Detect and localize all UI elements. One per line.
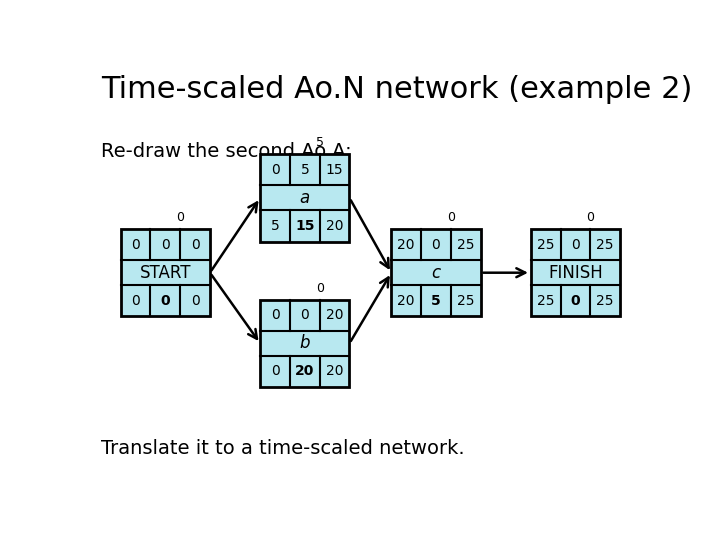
Bar [260,154,349,241]
Text: 25: 25 [457,294,474,308]
Text: 25: 25 [537,294,554,308]
Text: 0: 0 [586,211,594,224]
Text: 0: 0 [271,364,279,379]
Text: 0: 0 [271,163,279,177]
Text: 0: 0 [431,238,441,252]
Text: b: b [300,334,310,353]
Text: 0: 0 [131,294,140,308]
Text: c: c [431,264,441,282]
Text: 0: 0 [447,211,455,224]
Text: 0: 0 [571,238,580,252]
Text: Translate it to a time-scaled network.: Translate it to a time-scaled network. [101,438,465,458]
Text: Re-draw the second Ao.A:: Re-draw the second Ao.A: [101,141,352,161]
Text: 0: 0 [191,238,199,252]
Text: 5: 5 [271,219,279,233]
Text: 20: 20 [326,364,343,379]
Bar [121,229,210,316]
Text: 0: 0 [191,294,199,308]
Text: 20: 20 [397,294,415,308]
Text: 20: 20 [397,238,415,252]
Text: a: a [300,189,310,207]
Text: 0: 0 [161,294,170,308]
Bar [392,229,481,316]
Bar [260,300,349,387]
Text: 0: 0 [176,211,184,224]
Text: 25: 25 [457,238,474,252]
Text: 25: 25 [596,294,614,308]
Text: 5: 5 [431,294,441,308]
Text: 25: 25 [537,238,554,252]
Text: 0: 0 [161,238,170,252]
Text: 0: 0 [271,308,279,322]
Text: 15: 15 [295,219,315,233]
Text: 5: 5 [315,136,324,149]
Text: 20: 20 [326,219,343,233]
Text: 0: 0 [315,282,324,295]
Bar [531,229,620,316]
Text: 15: 15 [325,163,343,177]
Text: START: START [140,264,191,282]
Text: 0: 0 [131,238,140,252]
Text: 20: 20 [326,308,343,322]
Text: 20: 20 [295,364,315,379]
Text: 25: 25 [596,238,614,252]
Text: Time-scaled Ao.N network (example 2): Time-scaled Ao.N network (example 2) [101,75,693,104]
Text: 0: 0 [300,308,309,322]
Text: 0: 0 [571,294,580,308]
Text: FINISH: FINISH [548,264,603,282]
Text: 5: 5 [300,163,309,177]
